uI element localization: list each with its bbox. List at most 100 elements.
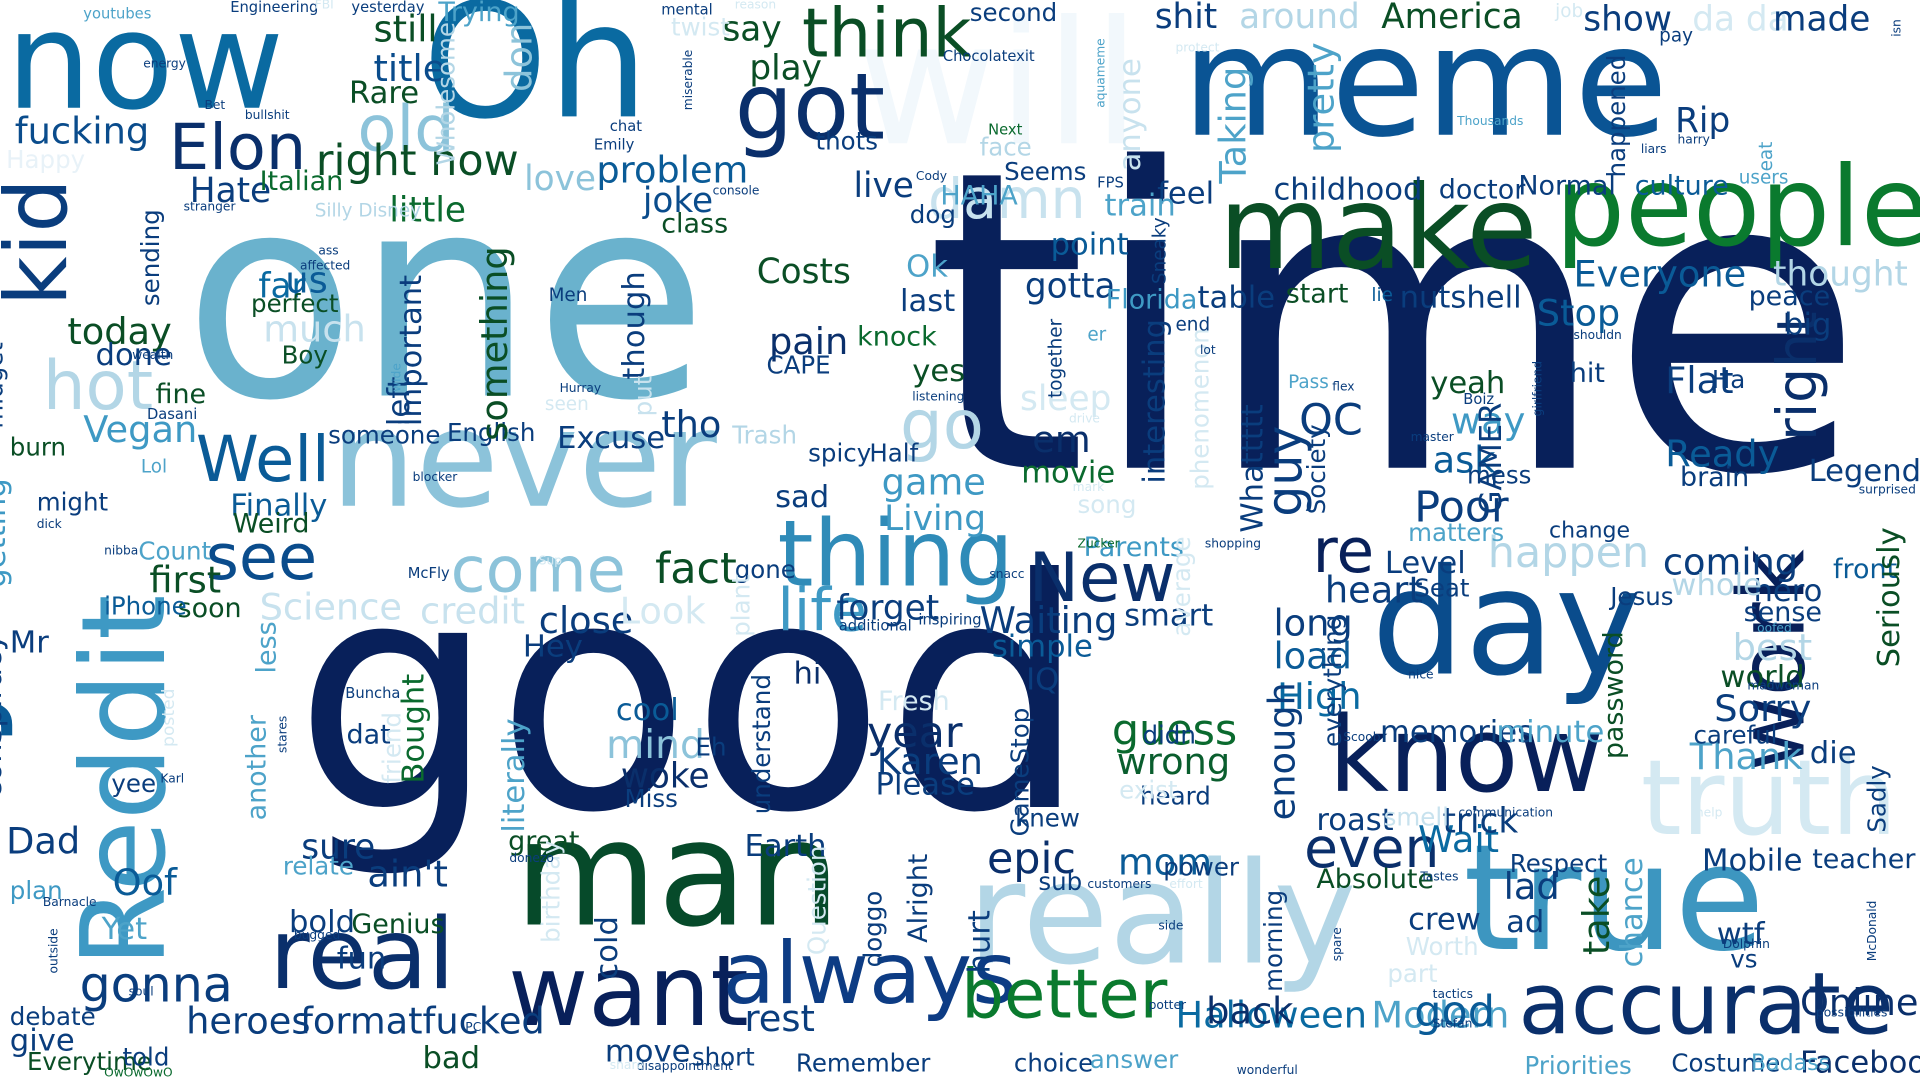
word-mental: mental [661,1,713,19]
word-less: less [252,621,283,674]
word-morning: morning [1258,889,1289,992]
word-yeah: yeah [1430,364,1506,401]
word-far: far [258,265,306,307]
word-coming: coming [1662,541,1799,585]
word-guess: guess [1111,706,1238,756]
word-right-now: right now [315,137,519,187]
word-seems: Seems [1004,156,1087,187]
word-modern: Modern [1371,994,1510,1038]
word-simple: simple [991,628,1093,664]
word-respect: Respect [1509,848,1608,878]
word-potter: potter [1148,999,1187,1013]
word-say: say [722,8,782,49]
word-karl: Karl [160,772,185,787]
word-wealth: wealth [132,348,174,363]
word-back: back [1206,990,1294,1034]
word-make: make [1218,161,1538,297]
word-tho: tho [661,404,722,447]
word-gone: gone [734,554,796,585]
word-childhood: childhood [1273,171,1423,207]
word-teacher: teacher [1812,844,1916,876]
word-today: today [67,311,172,354]
word-smell: smell [1383,802,1449,832]
word-spare: spare [1331,927,1345,962]
word-wide: wide [390,363,405,392]
word-show: show [1583,0,1672,40]
word-midget: midget [0,342,9,429]
word-silly-disney: Silly Disney [314,199,422,222]
word-people: people [1555,143,1920,272]
word-count: Count [138,536,212,566]
word-last: last [900,282,956,319]
word-gamer: GAMER [1473,402,1509,515]
word-jesus: Jesus [1610,581,1674,612]
word-gotta: gotta [1024,265,1116,307]
word-hurt: hurt [961,910,997,974]
word-re: re [1312,515,1375,587]
word-problem: problem [596,149,749,193]
word-pay: pay [1659,24,1693,47]
word-spicy: spicy [808,438,872,468]
word-eat: eat [1754,141,1777,172]
word-america: America [1381,0,1523,37]
word-reason: reason [734,0,777,13]
word-question: Question [802,845,832,956]
word-next: Next [988,121,1023,139]
word-thought: thought [1773,253,1908,294]
word-bugged: bugged [293,929,341,943]
word-happy: Happy [6,144,86,174]
word-heard: heard [1140,781,1211,811]
word-elon: Elon [168,111,307,185]
word-please: Please [875,766,975,803]
word-haha: HAHA [940,181,1018,212]
word-bad: bad [422,1039,481,1076]
word-mind: mind [606,721,705,768]
word-whattttt: Whattttt [1234,404,1270,533]
word-eh: Eh [695,732,727,762]
word-interesting: interesting [1136,318,1172,484]
word-share: share [609,1059,644,1073]
word-together: together [1044,318,1067,398]
word-oof: Oof [112,862,177,905]
word-train: train [1104,187,1176,223]
word-protect: protect [1175,41,1220,56]
word-bold: bold [288,903,356,940]
word-fresh: Fresh [877,686,950,718]
word-mcfly: McFly [407,564,450,582]
word-side: side [1158,919,1184,934]
word-help: help [1695,806,1723,821]
word-didn: didn [1142,720,1196,750]
word-boy: Boy [281,340,328,370]
word-someone: someone [328,420,441,450]
word-oofed: oofed [1757,622,1792,636]
word-doggo: doggo [858,890,888,968]
word-burn: burn [9,432,67,462]
word-forget: forget [836,587,940,629]
word-play: play [749,47,822,89]
word-living: Living [884,498,987,539]
word-mom: mom [1117,841,1213,885]
word-tastes: Tastes [1420,870,1459,885]
word-madwoman: madwoman [1747,679,1820,694]
word-epic: epic [986,835,1076,885]
word-another: another [242,715,274,821]
word-pc: PC [465,1021,482,1035]
word-yee: yee [111,768,157,799]
word-worth: Worth [1405,931,1479,962]
word-aquameme: aquameme [1094,38,1109,108]
word-users: users [1738,166,1789,189]
word-told: told [122,1042,170,1072]
word-wonderful: wonderful [1236,1064,1298,1078]
word-cool: cool [615,691,679,728]
word-truth: truth [1640,738,1898,860]
word-brain: brain [1680,462,1750,494]
word-hi: hi [793,655,822,691]
word-joke: joke [642,180,714,221]
word-hate: Hate [189,170,272,211]
word-ad: ad [1506,903,1545,940]
word-donezo: donezo [509,852,554,866]
word-heart: heart [1324,569,1423,613]
word-ready: Ready [1665,433,1780,477]
word-em: em [1032,418,1091,462]
word-remember: Remember [795,1048,931,1078]
